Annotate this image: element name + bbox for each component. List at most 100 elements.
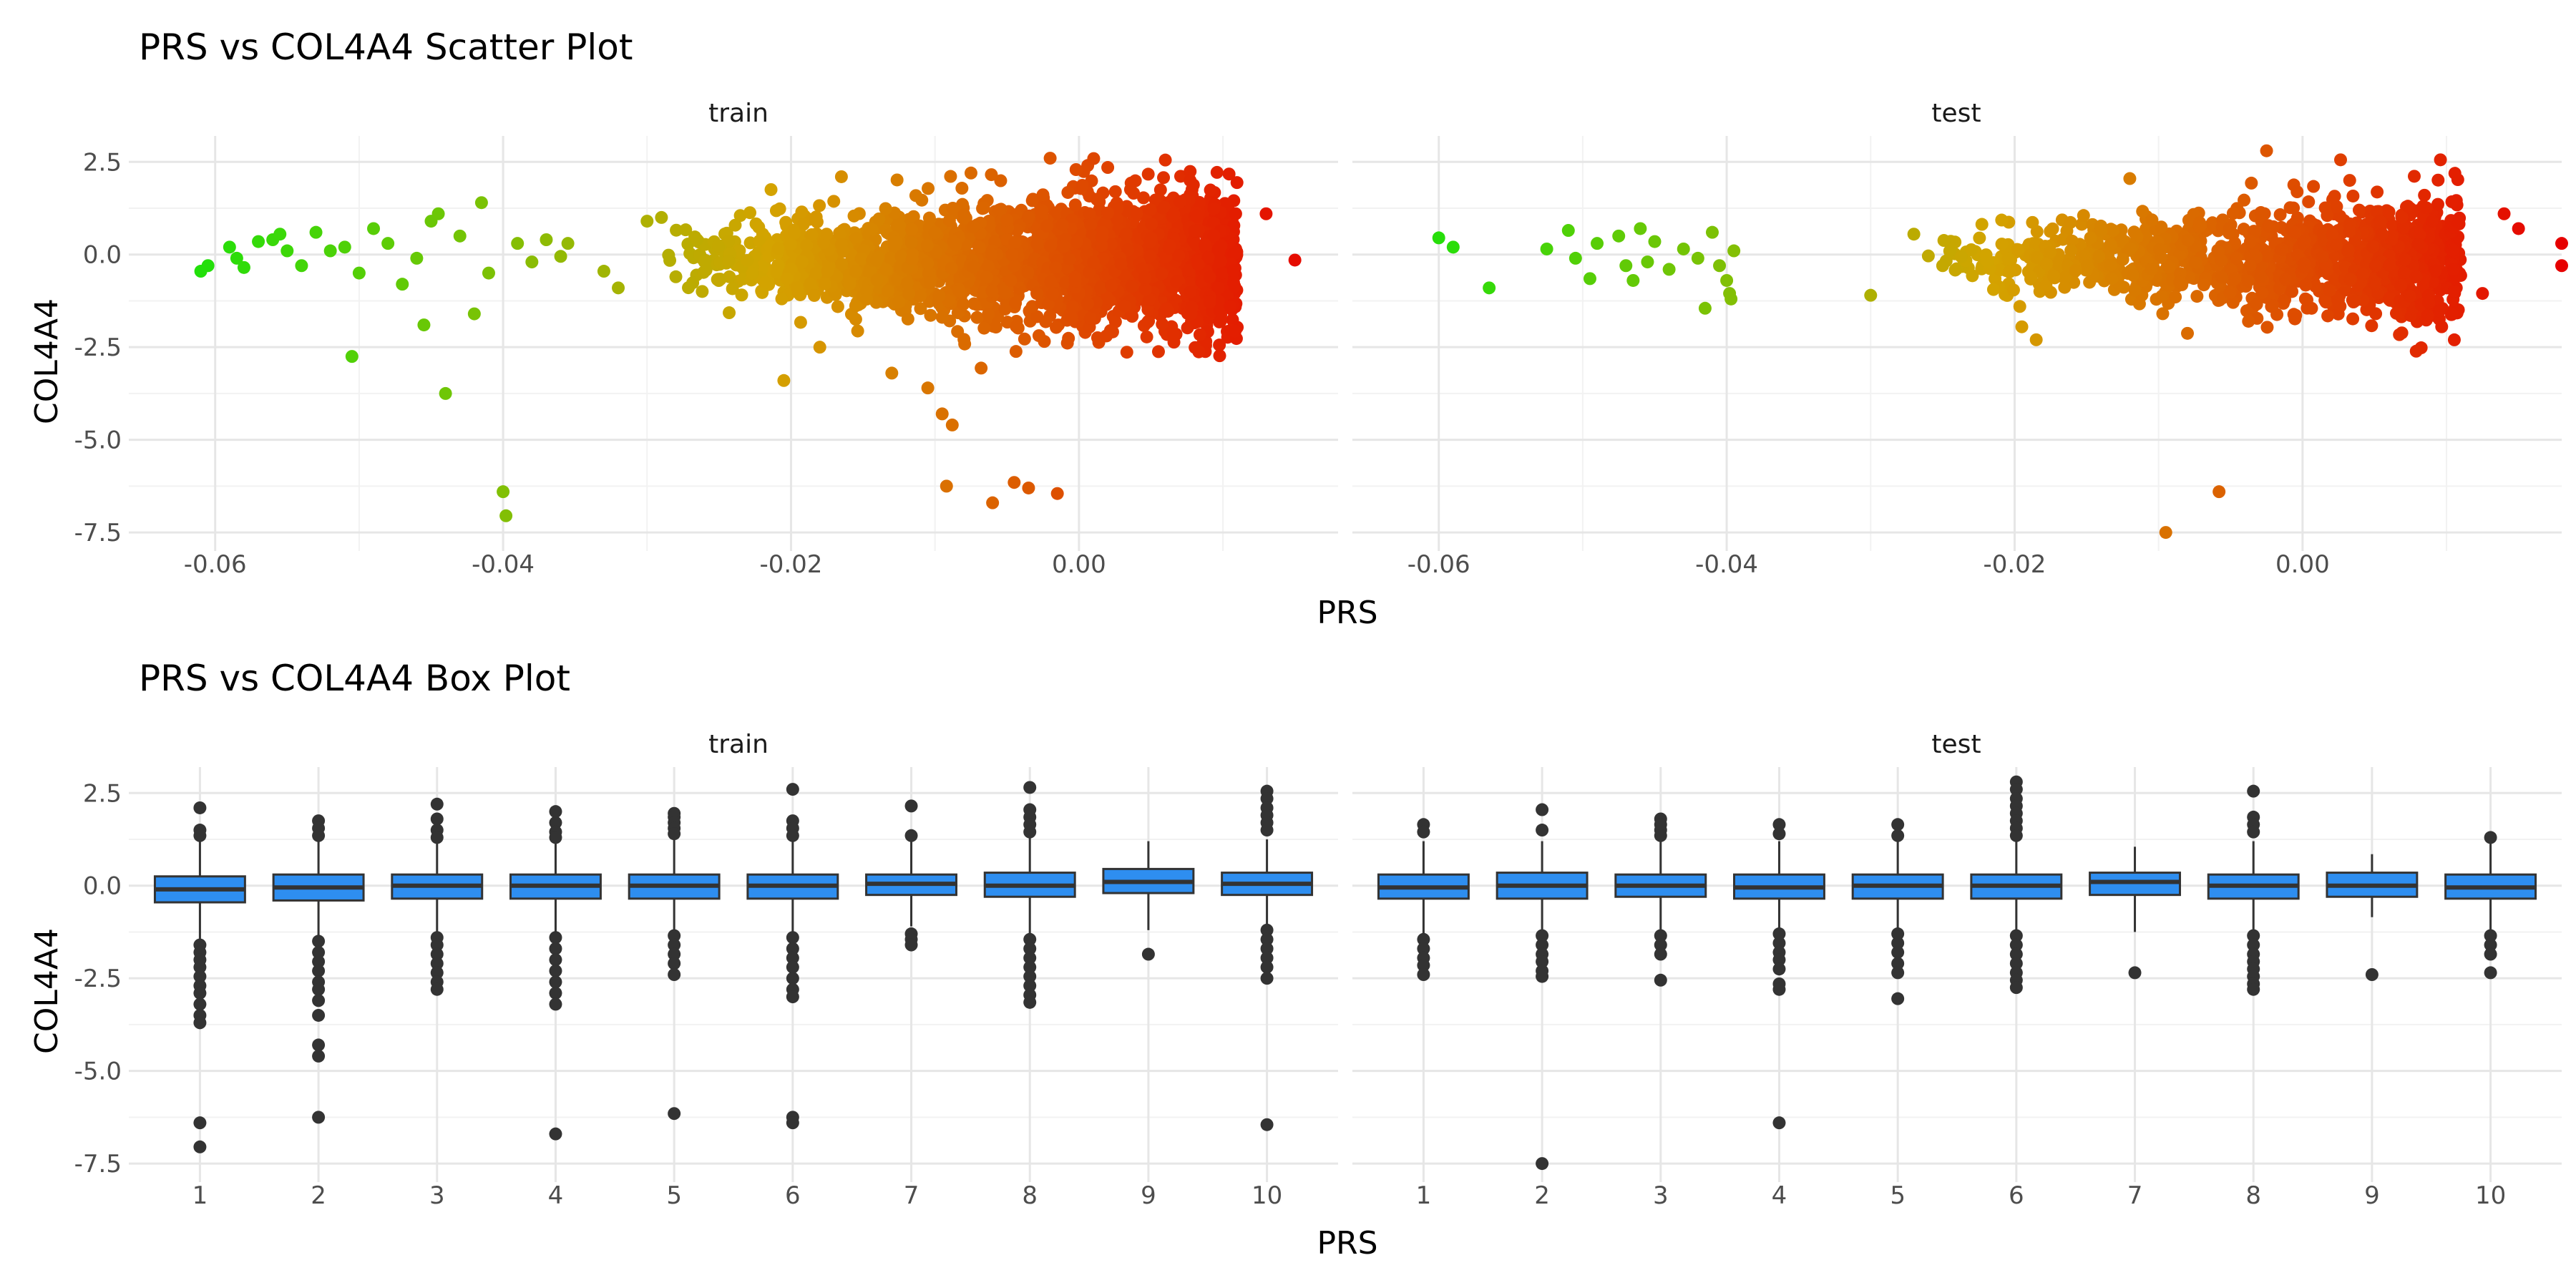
scatter-point xyxy=(2145,213,2159,227)
scatter-point xyxy=(1224,300,1237,313)
scatter-point xyxy=(612,281,625,295)
scatter-point xyxy=(2555,237,2568,250)
box-outlier xyxy=(1772,927,1786,941)
scatter-point xyxy=(847,209,861,223)
scatter-point xyxy=(2352,203,2366,217)
scatter-point xyxy=(930,245,943,259)
x-tick-label: 10 xyxy=(1252,1181,1282,1210)
scatter-point xyxy=(467,307,481,321)
scatter-point xyxy=(986,496,1000,509)
scatter-point xyxy=(1094,281,1108,295)
scatter-point xyxy=(831,300,844,313)
scatter-point xyxy=(2237,223,2250,236)
box-outlier xyxy=(1772,953,1786,967)
scatter-point xyxy=(1995,213,2009,227)
scatter-point xyxy=(2283,201,2297,215)
scatter-point xyxy=(809,266,823,280)
scatter-point xyxy=(1101,161,1115,175)
box-outlier xyxy=(1023,781,1037,794)
scatter-point xyxy=(2409,270,2423,283)
scatter-point xyxy=(1226,263,1240,277)
scatter-point xyxy=(1162,241,1176,255)
scatter-point xyxy=(2331,307,2345,321)
scatter-point xyxy=(2145,263,2158,276)
scatter-point xyxy=(2373,214,2387,228)
scatter-point xyxy=(994,174,1008,187)
scatter-point xyxy=(2369,307,2383,321)
box-outlier xyxy=(312,1038,326,1052)
scatter-point xyxy=(2409,344,2423,358)
scatter-point xyxy=(1641,255,1654,269)
scatter-point xyxy=(2343,273,2357,286)
scatter-title: PRS vs COL4A4 Scatter Plot xyxy=(139,26,633,68)
box-outlier xyxy=(786,942,799,955)
scatter-point xyxy=(981,260,995,273)
scatter-point xyxy=(2411,237,2425,250)
box-outlier xyxy=(312,955,326,968)
scatter-point xyxy=(352,266,366,280)
scatter-point xyxy=(2382,205,2396,219)
scatter-point xyxy=(1186,178,1200,192)
scatter-point xyxy=(1143,203,1157,217)
scatter-point xyxy=(889,235,903,249)
scatter-point xyxy=(1095,230,1108,244)
scatter-point xyxy=(942,214,956,228)
scatter-point xyxy=(1184,307,1198,321)
box-outlier xyxy=(668,827,681,841)
scatter-y-axis-ticks: 2.5 0.0 -2.5 -5.0 -7.5 xyxy=(74,148,122,547)
box-outlier xyxy=(193,829,207,842)
scatter-point xyxy=(2302,195,2316,209)
scatter-point xyxy=(2435,320,2449,333)
x-tick-label: -0.04 xyxy=(1695,550,1758,579)
box-strip-train: train xyxy=(708,730,769,759)
scatter-point xyxy=(2265,298,2279,312)
scatter-point xyxy=(1044,275,1058,288)
scatter-point xyxy=(972,240,986,254)
scatter-point xyxy=(1432,231,1445,245)
scatter-point xyxy=(499,509,513,522)
scatter-point xyxy=(2445,195,2459,208)
x-tick-label: 5 xyxy=(1890,1181,1906,1210)
scatter-x-axis-label: PRS xyxy=(1317,595,1377,631)
box-outlier xyxy=(786,1116,799,1130)
scatter-point xyxy=(682,281,696,295)
scatter-point xyxy=(1004,273,1018,287)
x-tick-label: 6 xyxy=(785,1181,801,1210)
scatter-point xyxy=(907,210,920,223)
scatter-point xyxy=(890,219,904,233)
scatter-point xyxy=(914,302,927,316)
scatter-point xyxy=(940,479,953,493)
scatter-point xyxy=(1157,171,1171,185)
box-outlier xyxy=(1023,995,1037,1009)
scatter-point xyxy=(1022,481,1035,494)
scatter-point xyxy=(2382,291,2396,305)
scatter-point xyxy=(2330,200,2343,213)
scatter-point xyxy=(796,218,810,231)
scatter-point xyxy=(1044,239,1058,253)
scatter-point xyxy=(2243,235,2257,248)
scatter-point xyxy=(872,250,885,264)
x-tick-label: -0.04 xyxy=(472,550,535,579)
scatter-point xyxy=(1189,341,1202,354)
scatter-point xyxy=(1125,280,1138,293)
box-outlier xyxy=(1417,932,1430,946)
box-outlier xyxy=(786,931,799,945)
box-outlier xyxy=(1260,923,1274,937)
scatter-point xyxy=(2039,278,2053,292)
scatter-point xyxy=(2420,201,2434,215)
scatter-point xyxy=(821,264,834,278)
scatter-point xyxy=(1619,259,1633,273)
x-tick-label: 2 xyxy=(311,1181,326,1210)
scatter-point xyxy=(769,204,783,218)
scatter-point xyxy=(2316,250,2329,263)
box-strip-test: test xyxy=(1931,730,1981,759)
scatter-point xyxy=(431,207,445,220)
scatter-point xyxy=(1141,167,1155,181)
box-outlier xyxy=(549,953,562,967)
scatter-point xyxy=(921,257,935,270)
box-outlier xyxy=(2484,929,2497,942)
scatter-point xyxy=(1626,273,1640,287)
scatter-point xyxy=(1087,255,1101,269)
scatter-point xyxy=(230,251,243,265)
